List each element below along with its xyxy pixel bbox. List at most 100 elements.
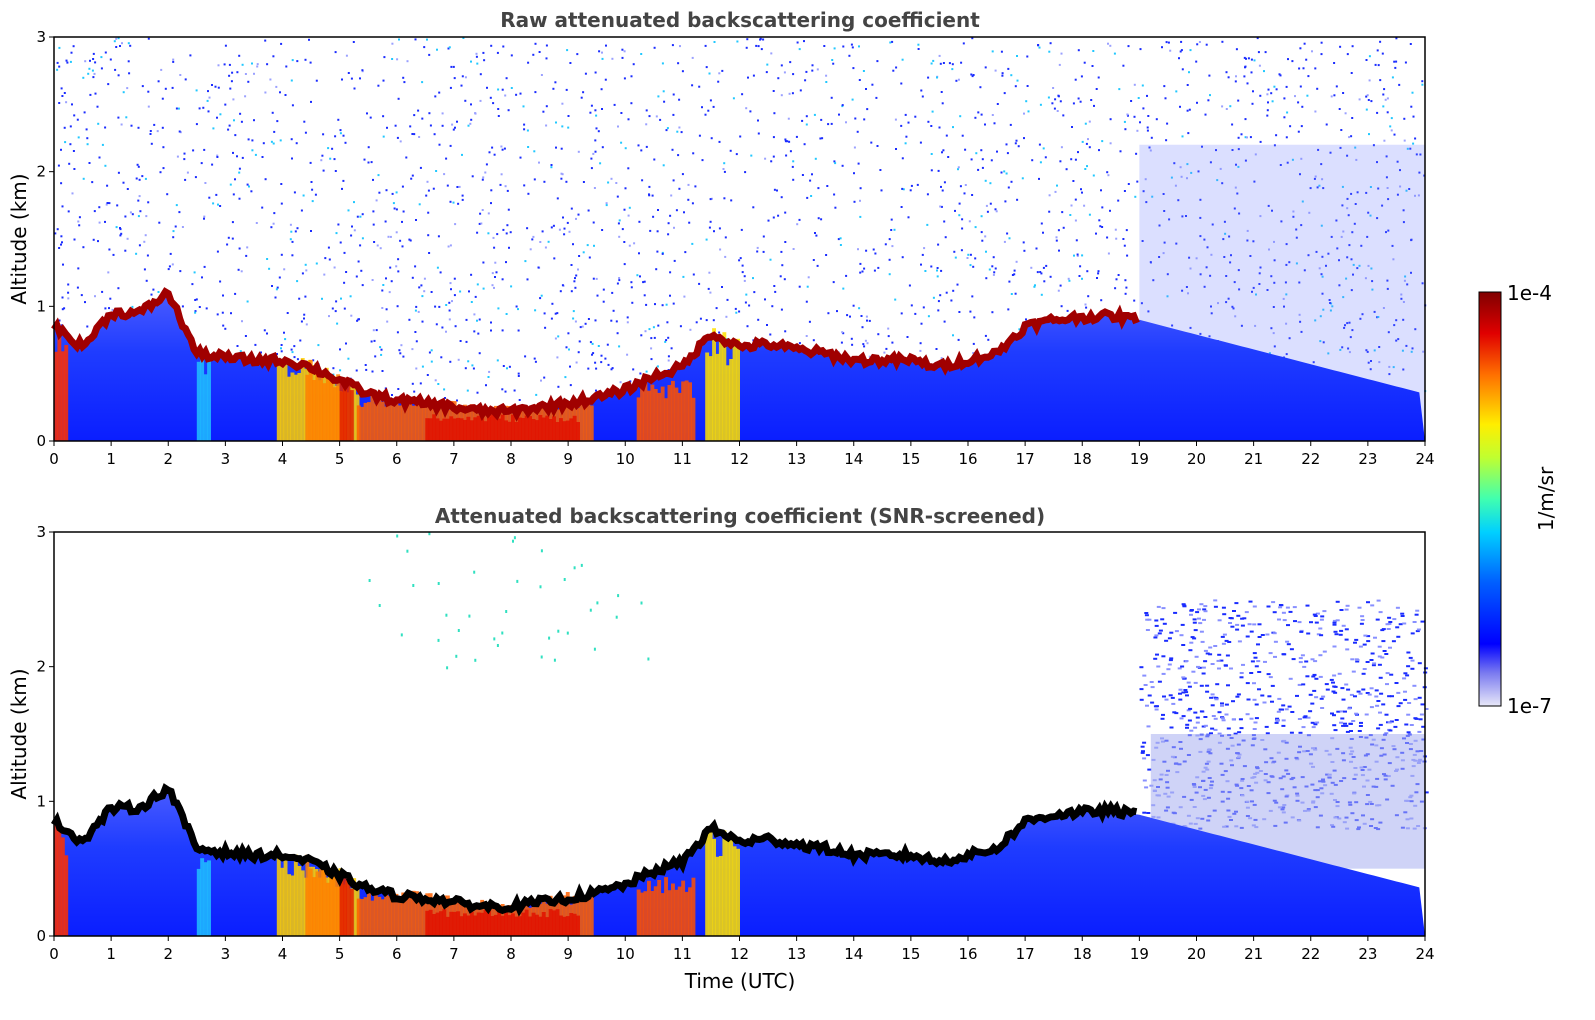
noise-pixel <box>201 276 203 279</box>
screened-pixel <box>1178 692 1182 695</box>
noise-pixel <box>602 300 605 303</box>
noise-pixel <box>271 111 274 114</box>
screened-pixel <box>596 601 599 605</box>
screened-pixel <box>1282 653 1287 656</box>
noise-pixel <box>709 99 712 102</box>
noise-pixel <box>230 80 233 83</box>
noise-pixel <box>610 319 613 322</box>
noise-pixel <box>756 250 759 253</box>
noise-pixel <box>1179 166 1182 169</box>
noise-pixel <box>1386 97 1389 100</box>
noise-pixel <box>665 129 668 132</box>
plume-column <box>325 372 330 441</box>
noise-pixel <box>231 221 234 224</box>
noise-pixel <box>532 235 535 238</box>
noise-pixel <box>293 191 296 194</box>
noise-pixel <box>554 337 557 340</box>
x-tick-label: 17 <box>1016 945 1035 963</box>
noise-pixel <box>386 126 388 129</box>
noise-pixel <box>806 196 809 199</box>
screened-pixel <box>1254 665 1259 668</box>
noise-pixel <box>207 110 210 113</box>
plume-column <box>377 896 382 936</box>
noise-pixel <box>699 317 702 320</box>
noise-pixel <box>1017 145 1020 148</box>
noise-pixel <box>289 238 292 241</box>
noise-pixel <box>590 167 593 170</box>
noise-pixel <box>1322 341 1325 344</box>
noise-pixel <box>939 62 942 65</box>
noise-pixel <box>1072 102 1075 105</box>
screened-pixel <box>1219 659 1224 662</box>
noise-pixel <box>381 370 384 372</box>
screened-pixel <box>1314 696 1319 699</box>
noise-pixel <box>745 293 748 296</box>
screened-pixel <box>1254 717 1259 720</box>
noise-pixel <box>1350 289 1353 292</box>
noise-pixel <box>1263 70 1265 73</box>
noise-pixel <box>1314 319 1317 322</box>
noise-pixel <box>602 288 605 291</box>
noise-pixel <box>1384 98 1387 101</box>
noise-pixel <box>84 60 87 63</box>
noise-pixel <box>653 46 656 49</box>
noise-pixel <box>1079 265 1082 268</box>
plume-column <box>290 875 295 936</box>
noise-pixel <box>811 173 813 176</box>
noise-pixel <box>1292 215 1295 218</box>
noise-pixel <box>274 296 277 299</box>
noise-pixel <box>1038 143 1041 146</box>
noise-pixel <box>991 114 994 116</box>
noise-pixel <box>1351 329 1354 332</box>
noise-pixel <box>399 239 402 242</box>
noise-pixel <box>391 58 394 60</box>
noise-pixel <box>144 234 147 237</box>
noise-pixel <box>1320 41 1323 44</box>
screened-pixel <box>1277 618 1281 621</box>
screened-pixel <box>1142 811 1147 814</box>
noise-pixel <box>691 242 694 245</box>
noise-pixel <box>1366 350 1369 353</box>
noise-pixel <box>749 110 752 113</box>
screened-pixel <box>1334 633 1339 636</box>
noise-pixel <box>309 161 312 164</box>
noise-pixel <box>492 236 495 239</box>
noise-pixel <box>350 77 353 80</box>
screened-pixel <box>1234 602 1239 605</box>
noise-pixel <box>426 180 429 183</box>
noise-pixel <box>124 249 127 252</box>
noise-pixel <box>1273 345 1276 348</box>
noise-pixel <box>621 48 624 51</box>
noise-pixel <box>555 121 557 124</box>
noise-pixel <box>324 257 327 260</box>
screened-pixel <box>1141 750 1145 753</box>
noise-pixel <box>482 287 485 290</box>
noise-pixel <box>1238 288 1241 291</box>
noise-pixel <box>809 179 812 182</box>
noise-pixel <box>206 99 209 102</box>
noise-pixel <box>275 288 278 291</box>
screened-pixel <box>1384 653 1389 655</box>
noise-pixel <box>236 345 239 347</box>
noise-pixel <box>1392 258 1395 261</box>
plume-column <box>312 877 317 936</box>
noise-pixel <box>594 150 597 153</box>
noise-pixel <box>467 360 470 363</box>
noise-pixel <box>648 185 651 188</box>
x-tick-label: 5 <box>335 945 345 963</box>
noise-pixel <box>308 38 310 41</box>
noise-pixel <box>769 258 772 261</box>
noise-pixel <box>1284 281 1287 284</box>
screened-pixel <box>1224 703 1229 706</box>
screened-pixel <box>1150 686 1155 689</box>
noise-pixel <box>553 257 556 260</box>
noise-pixel <box>419 166 422 169</box>
noise-pixel <box>408 238 411 241</box>
noise-pixel <box>640 334 643 337</box>
screened-pixel <box>1215 683 1220 686</box>
noise-pixel <box>476 391 479 394</box>
screened-pixel <box>1147 618 1152 621</box>
noise-pixel <box>632 63 635 66</box>
noise-pixel <box>401 185 404 188</box>
screened-pixel <box>1412 621 1417 623</box>
